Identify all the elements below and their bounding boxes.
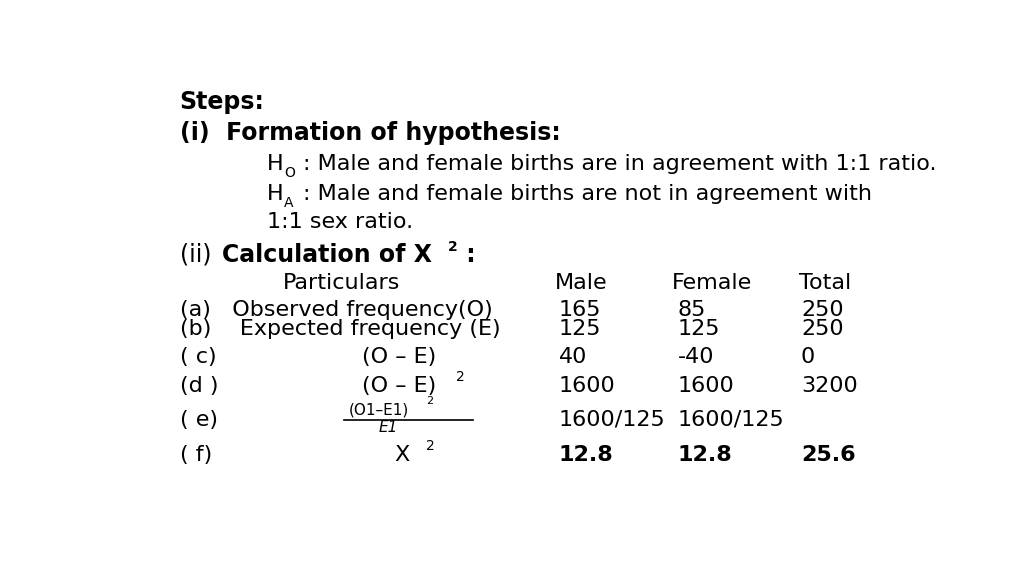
Text: 85: 85	[678, 300, 707, 320]
Text: : Male and female births are in agreement with 1:1 ratio.: : Male and female births are in agreemen…	[303, 154, 936, 175]
Text: (O – E): (O – E)	[362, 347, 436, 366]
Text: 0: 0	[801, 347, 815, 366]
Text: H: H	[267, 154, 284, 175]
Text: (b)    Expected frequency (E): (b) Expected frequency (E)	[179, 319, 500, 339]
Text: O: O	[285, 166, 295, 180]
Text: 250: 250	[801, 319, 844, 339]
Text: 1600: 1600	[559, 376, 615, 396]
Text: 125: 125	[559, 319, 601, 339]
Text: Calculation of X: Calculation of X	[221, 242, 432, 267]
Text: 12.8: 12.8	[559, 445, 613, 465]
Text: 1600/125: 1600/125	[559, 410, 666, 430]
Text: ( e): ( e)	[179, 410, 217, 430]
Text: 1:1 sex ratio.: 1:1 sex ratio.	[267, 212, 413, 232]
Text: 2: 2	[456, 370, 465, 384]
Text: -40: -40	[678, 347, 715, 366]
Text: H: H	[267, 184, 284, 204]
Text: A: A	[285, 196, 294, 210]
Text: (O – E): (O – E)	[362, 376, 436, 396]
Text: 2: 2	[447, 240, 458, 253]
Text: X: X	[394, 445, 410, 465]
Text: 3200: 3200	[801, 376, 858, 396]
Text: 1600/125: 1600/125	[678, 410, 784, 430]
Text: (ii): (ii)	[179, 242, 211, 267]
Text: 165: 165	[559, 300, 601, 320]
Text: 25.6: 25.6	[801, 445, 856, 465]
Text: Male: Male	[555, 273, 607, 293]
Text: (a)   Observed frequency(O): (a) Observed frequency(O)	[179, 300, 493, 320]
Text: (d ): (d )	[179, 376, 218, 396]
Text: Steps:: Steps:	[179, 90, 264, 115]
Text: : Male and female births are not in agreement with: : Male and female births are not in agre…	[303, 184, 871, 204]
Text: (i)  Formation of hypothesis:: (i) Formation of hypothesis:	[179, 122, 560, 145]
Text: Particulars: Particulars	[283, 273, 400, 293]
Text: :: :	[458, 242, 476, 267]
Text: (O1–E1): (O1–E1)	[348, 402, 409, 417]
Text: 250: 250	[801, 300, 844, 320]
Text: 2: 2	[426, 396, 433, 406]
Text: 12.8: 12.8	[678, 445, 733, 465]
Text: ( f): ( f)	[179, 445, 212, 465]
Text: 40: 40	[559, 347, 588, 366]
Text: E1: E1	[379, 420, 398, 435]
Text: 125: 125	[678, 319, 721, 339]
Text: Female: Female	[672, 273, 752, 293]
Text: 2: 2	[426, 439, 434, 453]
Text: ( c): ( c)	[179, 347, 216, 366]
Text: 1600: 1600	[678, 376, 734, 396]
Text: Total: Total	[799, 273, 851, 293]
